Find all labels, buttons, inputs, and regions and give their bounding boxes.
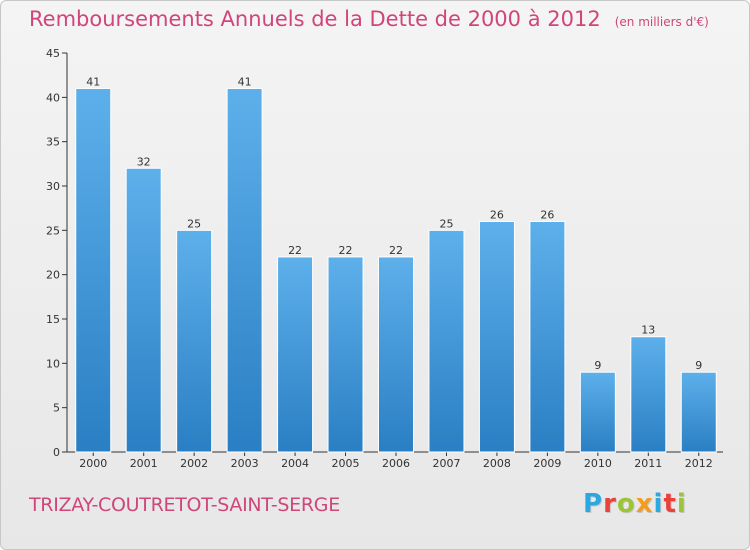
value-label-2005: 22 <box>339 244 353 257</box>
bar-2002 <box>176 229 213 453</box>
x-tick-label-2003: 2003 <box>231 457 259 470</box>
subtitle-text: (en milliers d'€) <box>614 15 709 29</box>
y-tick-label: 15 <box>46 313 60 326</box>
value-label-2002: 25 <box>187 217 201 230</box>
proxiti-logo: Proxiti <box>583 489 687 519</box>
x-tick-label-2000: 2000 <box>79 457 107 470</box>
y-tick-label: 30 <box>46 180 60 193</box>
bar-2006 <box>378 256 414 453</box>
value-label-2004: 22 <box>288 244 302 257</box>
bar-2011 <box>630 336 667 453</box>
title-text: Remboursements Annuels de la Dette de 20… <box>29 7 601 31</box>
bar-2001 <box>125 167 162 453</box>
x-tick-label-2004: 2004 <box>281 457 309 470</box>
bar-2012 <box>680 371 717 453</box>
value-label-2006: 22 <box>389 244 403 257</box>
value-label-2008: 26 <box>490 208 504 221</box>
value-label-2001: 32 <box>137 155 151 168</box>
bar-2003 <box>226 87 263 453</box>
y-tick-label: 35 <box>46 136 60 149</box>
x-tick-label-2007: 2007 <box>432 457 460 470</box>
value-label-2009: 26 <box>540 208 554 221</box>
y-tick-label: 45 <box>46 47 60 60</box>
y-tick-label: 5 <box>53 402 60 415</box>
logo-letter: x <box>635 489 654 519</box>
bar-2005 <box>327 256 364 453</box>
x-tick-label-2012: 2012 <box>685 457 713 470</box>
logo-letter: i <box>653 489 664 519</box>
y-tick-label: 0 <box>53 446 60 459</box>
bar-2007 <box>428 229 465 453</box>
x-tick-label-2001: 2001 <box>130 457 158 470</box>
logo-letter: P <box>583 489 604 519</box>
logo-letter: t <box>663 489 677 519</box>
value-label-2010: 9 <box>594 359 601 372</box>
y-tick-label: 25 <box>46 224 60 237</box>
y-tick-label: 40 <box>46 91 60 104</box>
bars-group <box>75 87 717 453</box>
x-tick-label-2002: 2002 <box>180 457 208 470</box>
y-tick-label: 20 <box>46 269 60 282</box>
x-tick-label-2009: 2009 <box>533 457 561 470</box>
logo-letter: i <box>676 489 687 519</box>
logo-letter: o <box>616 489 636 519</box>
x-tick-label-2010: 2010 <box>584 457 612 470</box>
value-label-2003: 41 <box>238 75 252 88</box>
value-label-2007: 25 <box>439 217 453 230</box>
value-label-2000: 41 <box>86 75 100 88</box>
bar-2008 <box>478 220 515 453</box>
x-tick-label-2006: 2006 <box>382 457 410 470</box>
logo-letter: r <box>603 489 617 519</box>
value-label-2012: 9 <box>695 359 702 372</box>
x-tick-label-2011: 2011 <box>634 457 662 470</box>
value-labels-group: 41 2000 32 2001 25 2002 41 2003 22 2004 22 2005 22 20… <box>79 75 713 470</box>
x-tick-label-2008: 2008 <box>483 457 511 470</box>
value-label-2011: 13 <box>641 324 655 337</box>
bar-2004 <box>277 256 314 453</box>
y-tick-label: 10 <box>46 357 60 370</box>
chart-title: Remboursements Annuels de la Dette de 20… <box>29 7 709 31</box>
commune-name: TRIZAY-COUTRETOT-SAINT-SERGE <box>29 494 340 516</box>
x-tick-label-2005: 2005 <box>332 457 360 470</box>
bar-2000 <box>75 87 112 453</box>
bar-2009 <box>529 220 566 453</box>
bar-2010 <box>579 371 616 453</box>
